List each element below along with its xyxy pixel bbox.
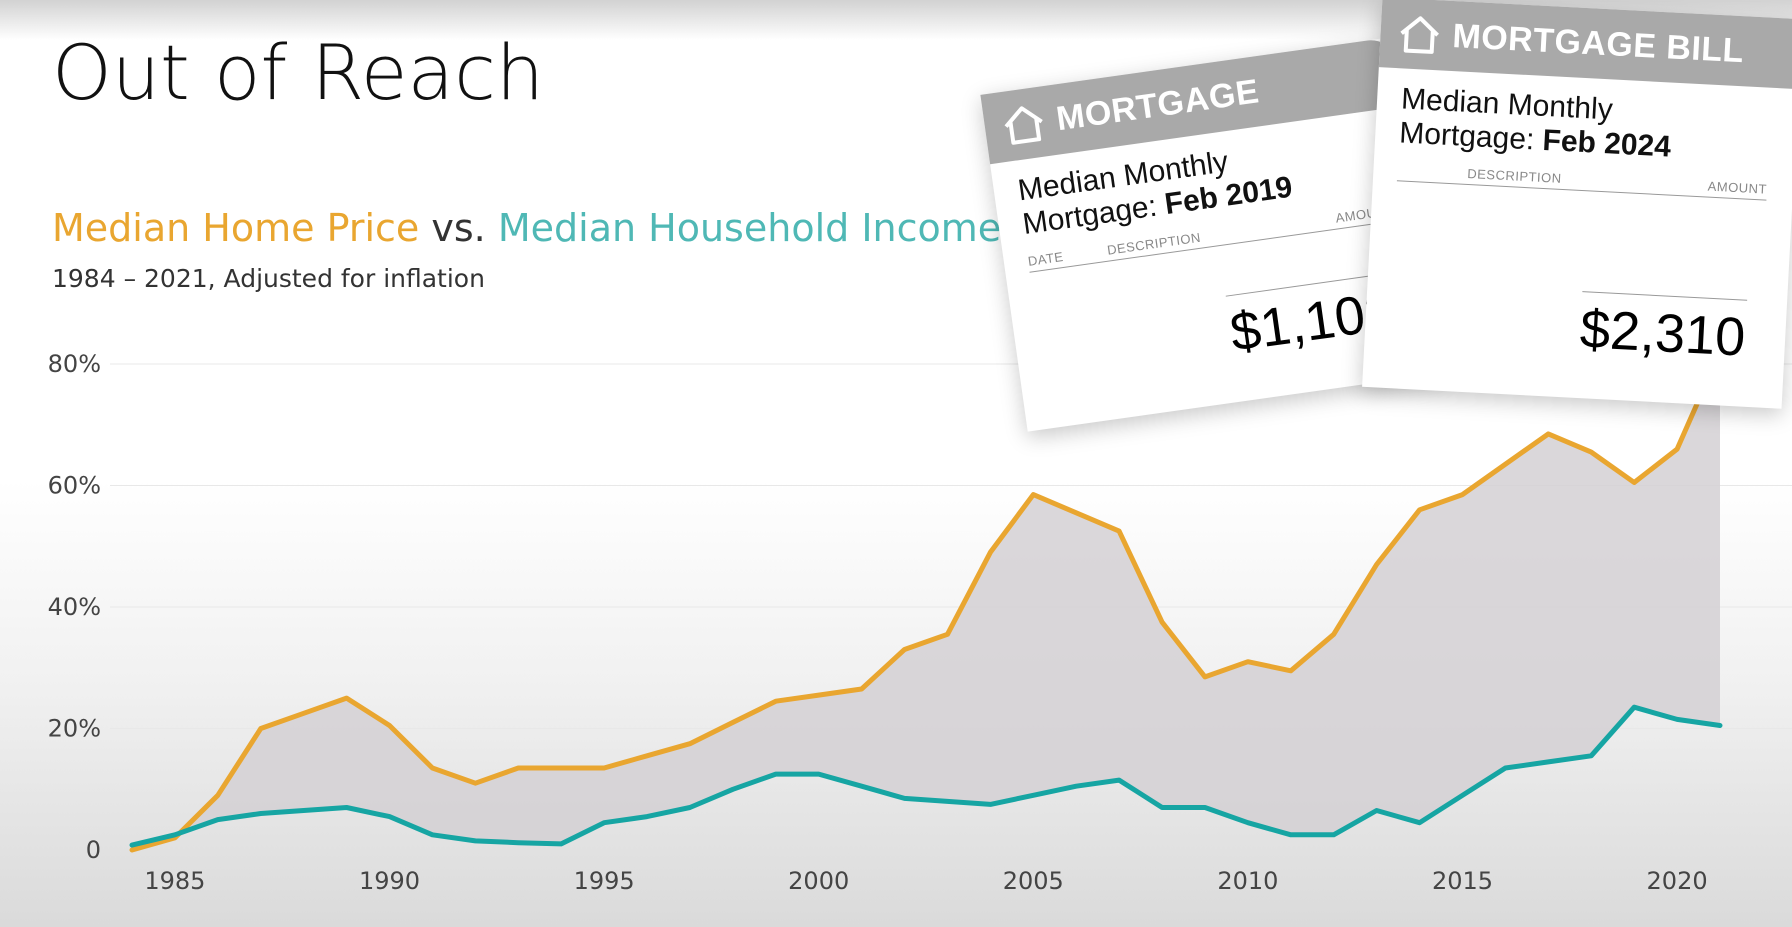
y-tick-label: 40% <box>48 593 101 621</box>
bill-header: MORTGAGE <box>980 36 1407 165</box>
x-tick-label: 1985 <box>144 867 205 895</box>
x-tick-label: 2005 <box>1003 867 1064 895</box>
home-price-line <box>129 349 1723 853</box>
x-tick-label: 2010 <box>1217 867 1278 895</box>
house-icon <box>1398 13 1442 55</box>
bill-col-description: DESCRIPTION <box>1466 165 1562 186</box>
bill-header-label: MORTGAGE <box>1053 71 1262 138</box>
chart-lines <box>129 349 1723 853</box>
x-tick-label: 2015 <box>1432 867 1493 895</box>
x-tick-label: 2020 <box>1647 867 1708 895</box>
bill-col-description: DESCRIPTION <box>1106 229 1202 258</box>
x-axis: 1985 1990 1995 2000 2005 2010 2015 2020 <box>144 867 1707 895</box>
bill-col-date: DATE <box>1026 248 1065 269</box>
y-tick-label: 0 <box>86 836 101 864</box>
income-line <box>129 704 1723 848</box>
house-icon <box>1000 101 1047 146</box>
subtitle-household-income: Median Household Income <box>497 206 1002 250</box>
bill-date: Feb 2024 <box>1541 123 1672 164</box>
page-title: Out of Reach <box>52 28 545 117</box>
gap-area <box>132 351 1720 850</box>
subtitle-home-price: Median Home Price <box>52 206 420 250</box>
mortgage-bill-2019: MORTGAGE Median Monthly Mortgage: Feb 20… <box>980 36 1444 432</box>
area-between-series <box>132 351 1720 850</box>
bill-label-line2: Mortgage: <box>1398 116 1536 157</box>
x-tick-label: 2000 <box>788 867 849 895</box>
mortgage-bill-2024: MORTGAGE BILL Median Monthly Mortgage: F… <box>1362 0 1792 409</box>
bill-amount: $2,310 <box>1578 291 1748 369</box>
y-tick-label: 80% <box>48 350 101 378</box>
chart-subtitle: Median Home Price vs. Median Household I… <box>52 206 1001 250</box>
x-tick-label: 1990 <box>359 867 420 895</box>
chart-note: 1984 – 2021, Adjusted for inflation <box>52 264 485 293</box>
bill-col-amount: AMOUNT <box>1707 178 1768 197</box>
bill-header: MORTGAGE BILL <box>1378 0 1792 90</box>
subtitle-vs: vs. <box>431 206 486 250</box>
y-tick-label: 20% <box>48 715 101 743</box>
bill-header-label: MORTGAGE BILL <box>1451 16 1745 70</box>
x-tick-label: 1995 <box>574 867 635 895</box>
y-tick-label: 60% <box>48 472 101 500</box>
y-axis: 0 20% 40% 60% 80% <box>48 350 101 864</box>
